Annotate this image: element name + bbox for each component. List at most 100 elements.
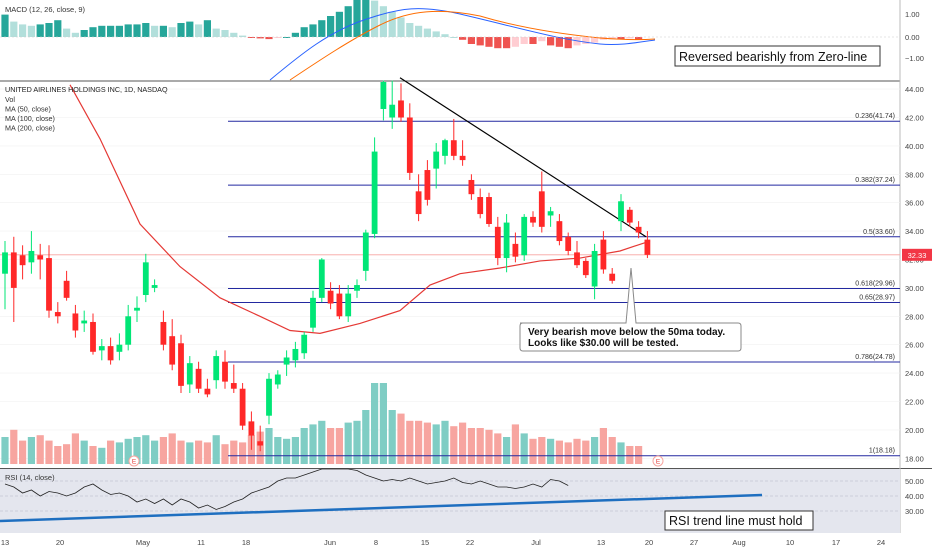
candle-body [556, 221, 563, 242]
macd-histogram-bar [195, 24, 203, 37]
rsi-line [4, 468, 569, 510]
macd-histogram-bar [71, 32, 79, 37]
volume-bar [406, 420, 414, 464]
legend-item: Vol [5, 95, 15, 104]
volume-bar [71, 433, 79, 464]
macd-histogram-bar [591, 37, 599, 43]
candle-body [230, 383, 237, 389]
candle-body [450, 140, 457, 156]
candle-body [415, 191, 422, 215]
price-axis-tick: 36.00 [905, 199, 924, 208]
price-axis-tick: 30.00 [905, 284, 924, 293]
earnings-marker-label: E [132, 459, 137, 466]
volume-bar [300, 428, 308, 464]
candle-body [626, 209, 633, 223]
candle-body [318, 259, 325, 298]
volume-bar [318, 420, 326, 464]
macd-histogram-bar [151, 25, 159, 37]
macd-histogram-bar [397, 17, 405, 37]
macd-histogram-bar [115, 25, 123, 37]
candle-body [494, 226, 501, 259]
volume-bar [327, 428, 335, 464]
candle-body [46, 258, 52, 311]
volume-bar [617, 442, 625, 464]
volume-bar [353, 420, 361, 464]
macd-histogram-bar [291, 32, 299, 37]
time-axis-label: Aug [732, 538, 745, 547]
volume-bar [511, 424, 519, 464]
time-axis-bg [0, 533, 932, 550]
macd-histogram-bar [388, 11, 396, 38]
volume-bar [485, 429, 493, 464]
price-axis-tick: 34.00 [905, 227, 924, 236]
volume-bar [107, 440, 115, 464]
candle-body [2, 252, 8, 274]
price-axis-tick: 28.00 [905, 312, 924, 321]
volume-bar [591, 437, 599, 464]
macd-histogram-bar [63, 28, 71, 37]
macd-histogram-bar [344, 6, 352, 37]
volume-bar [19, 440, 27, 464]
macd-histogram-bar [54, 20, 62, 37]
volume-bar [36, 435, 44, 464]
time-axis-label: 8 [374, 538, 378, 547]
macd-histogram-bar [36, 24, 44, 37]
price-panel: 0.236(41.74) 0.382(37.24) 0.5(33.60) 0.618(… [0, 77, 932, 467]
candle-body [477, 197, 484, 215]
volume-bar [450, 426, 458, 464]
candle-body [635, 226, 642, 233]
macd-histogram-bar [450, 37, 458, 38]
trendline [399, 77, 647, 238]
ma50-line [69, 84, 651, 334]
volume-bar [230, 440, 238, 464]
time-axis-label: 20 [645, 538, 653, 547]
rsi-axis-tick: 40.00 [905, 492, 924, 501]
volume-bar [494, 433, 502, 464]
candle-body [486, 197, 492, 224]
fib-level-label: 0.5(33.60) [863, 229, 895, 236]
price-axis-tick: 24.00 [905, 369, 924, 378]
time-axis-label: May [136, 538, 150, 547]
candle-body [54, 312, 61, 317]
macd-histogram-bar [503, 37, 511, 49]
price-axis-tick: 40.00 [905, 142, 924, 151]
macd-histogram-bar [529, 37, 537, 44]
volume-bar [476, 428, 484, 464]
volume-bar [335, 428, 343, 464]
macd-histogram-bar [362, 0, 370, 37]
macd-histogram-bar [221, 30, 229, 37]
time-axis-label: 24 [877, 538, 885, 547]
macd-histogram-bar [608, 37, 616, 40]
volume-bar [212, 435, 220, 464]
volume-bar [291, 437, 299, 464]
time-axis-label: Jun [324, 538, 336, 547]
volume-bar [573, 438, 581, 464]
macd-histogram-bar [564, 37, 572, 49]
macd-histogram-bar [239, 35, 247, 37]
time-axis-label: 20 [56, 538, 64, 547]
fib-level-label: 0.65(28.97) [859, 295, 895, 302]
time-axis-label: 10 [786, 538, 794, 547]
volume-bar [582, 440, 590, 464]
candle-body [283, 357, 290, 365]
macd-histogram-bar [283, 37, 291, 38]
candle-body [618, 201, 624, 222]
candle-body [424, 170, 431, 200]
candle-body [63, 280, 70, 298]
volume-bar [1, 437, 9, 464]
macd-histogram-bar [107, 25, 115, 37]
candle-body [125, 316, 132, 345]
macd-histogram-bar [124, 24, 132, 37]
rsi-axis-tick: 30.00 [905, 507, 924, 516]
volume-bar [415, 420, 423, 464]
macd-histogram-bar [432, 31, 440, 37]
price-axis-tick: 18.00 [905, 454, 924, 463]
macd-histogram-bar [27, 25, 35, 37]
volume-bar [159, 437, 167, 464]
candle-body [19, 255, 26, 266]
volume-bar [397, 413, 405, 464]
volume-bar [115, 442, 123, 464]
rsi-trendline [0, 493, 763, 523]
candle-body [574, 252, 580, 266]
volume-bar [441, 420, 449, 464]
